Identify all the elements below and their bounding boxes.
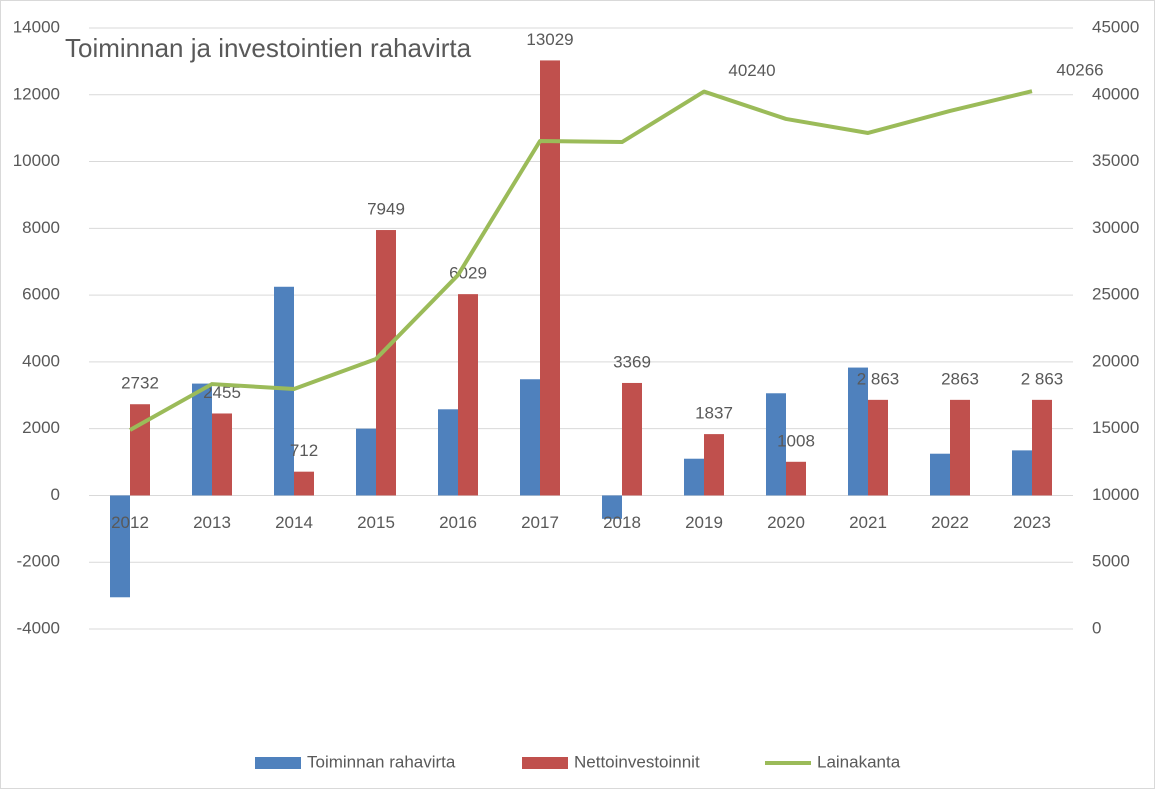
y2-tick-label: 30000: [1092, 218, 1139, 237]
x-tick-label: 2017: [521, 513, 559, 532]
bar: [950, 399, 970, 496]
y-tick-label: -4000: [17, 618, 60, 637]
chart-title: Toiminnan ja investointien rahavirta: [65, 33, 472, 63]
data-label: 3369: [613, 352, 651, 371]
y2-tick-label: 10000: [1092, 485, 1139, 504]
y2-tick-label: 45000: [1092, 17, 1139, 36]
data-label: 712: [290, 441, 318, 460]
data-label: 2863: [941, 369, 979, 388]
bar: [130, 404, 150, 496]
data-label: 40266: [1056, 61, 1103, 80]
data-label: 7949: [367, 200, 405, 219]
y2-tick-label: 5000: [1092, 552, 1130, 571]
bar: [602, 495, 622, 519]
line: [129, 89, 1033, 432]
legend-label: Lainakanta: [817, 752, 901, 771]
bar: [520, 379, 540, 496]
data-label: 2732: [121, 374, 159, 393]
y-tick-label: 0: [51, 485, 60, 504]
legend-label: Nettoinvestoinnit: [574, 752, 700, 771]
bar: [212, 413, 232, 496]
x-tick-label: 2013: [193, 513, 231, 532]
y2-tick-label: 35000: [1092, 151, 1139, 170]
legend-swatch: [522, 757, 568, 769]
x-tick-label: 2023: [1013, 513, 1051, 532]
bar: [438, 409, 458, 496]
y-tick-label: 2000: [22, 418, 60, 437]
bar: [766, 393, 786, 496]
bar: [458, 294, 478, 496]
bar: [110, 495, 130, 598]
data-label: 1837: [695, 404, 733, 423]
x-tick-label: 2014: [275, 513, 313, 532]
bar: [274, 286, 294, 496]
x-tick-label: 2021: [849, 513, 887, 532]
x-tick-label: 2012: [111, 513, 149, 532]
data-label: 40240: [728, 61, 775, 80]
bar: [930, 453, 950, 496]
y-tick-label: 12000: [13, 84, 60, 103]
y-tick-label: 8000: [22, 218, 60, 237]
y-tick-label: 10000: [13, 151, 60, 170]
bar: [684, 458, 704, 496]
x-tick-label: 2015: [357, 513, 395, 532]
x-tick-label: 2018: [603, 513, 641, 532]
data-label: 2455: [203, 383, 241, 402]
x-tick-label: 2019: [685, 513, 723, 532]
bar: [1012, 450, 1032, 496]
y2-tick-label: 25000: [1092, 285, 1139, 304]
legend-swatch: [255, 757, 301, 769]
y2-tick-label: 0: [1092, 618, 1101, 637]
bar: [192, 383, 212, 496]
y-tick-label: -2000: [17, 552, 60, 571]
y2-tick-label: 15000: [1092, 418, 1139, 437]
x-tick-label: 2016: [439, 513, 477, 532]
data-label: 2 863: [857, 369, 900, 388]
bar: [848, 367, 868, 496]
y2-tick-label: 40000: [1092, 84, 1139, 103]
bar: [376, 230, 396, 496]
bar: [622, 382, 642, 496]
bar: [868, 399, 888, 496]
legend-label: Toiminnan rahavirta: [307, 752, 456, 771]
data-label: 2 863: [1021, 369, 1064, 388]
y-tick-label: 14000: [13, 17, 60, 36]
data-label: 13029: [526, 30, 573, 49]
y-tick-label: 4000: [22, 351, 60, 370]
bar: [356, 428, 376, 496]
bar: [704, 434, 724, 496]
bar: [294, 471, 314, 496]
x-tick-label: 2022: [931, 513, 969, 532]
y-tick-label: 6000: [22, 285, 60, 304]
y2-tick-label: 20000: [1092, 351, 1139, 370]
data-label: 1008: [777, 431, 815, 450]
bar: [1032, 399, 1052, 496]
bar: [540, 60, 560, 496]
bar: [786, 461, 806, 496]
data-label: 6029: [449, 264, 487, 283]
x-tick-label: 2020: [767, 513, 805, 532]
